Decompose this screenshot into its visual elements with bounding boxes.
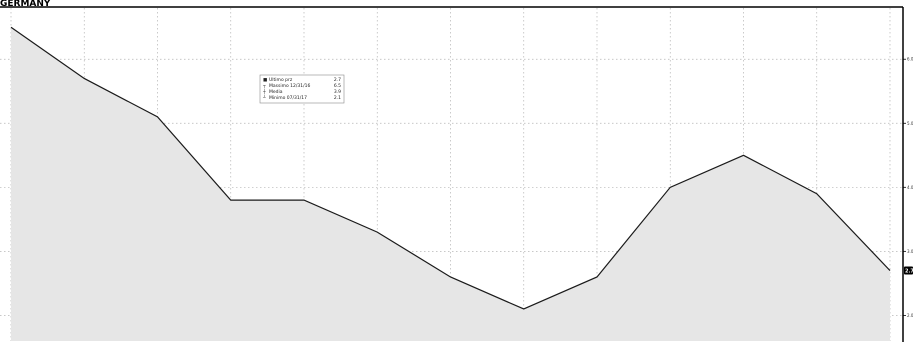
legend-box [259,74,345,104]
series-area [11,27,890,341]
last-value-label: 2.7 [905,269,913,275]
area-layer [11,27,890,341]
legend-label-0: Ultimo prz [269,77,293,83]
y-tick-label-3: 5.0 [907,121,913,126]
legend-label-1: Massimo 12/31/16 [269,83,310,89]
y-tick-label-2: 4.0 [907,185,913,190]
legend-marker-2: ┼ [262,88,266,95]
y-tick-label-0: 2.0 [907,313,913,318]
legend: ■ Ultimo prz 2.7 ┬ Massimo 12/31/16 6.5 ┼ Media… [259,74,345,104]
legend-marker-1: ┬ [262,84,266,89]
legend-marker-3: ┴ [262,94,266,101]
last-value-box [904,266,913,275]
line-layer [10,26,891,310]
frame-layer [0,6,904,342]
last-value-badge: 2.7 [904,266,913,275]
chart-header: GERMANY [0,0,51,7]
legend-marker-0: ■ [263,78,267,83]
y-tick-label-4: 6.0 [907,57,913,62]
y-tick-label-1: 3.0 [907,249,913,254]
legend-value-3: 2.1 [334,95,341,101]
legend-value-1: 6.5 [334,83,341,89]
legend-label-3: Minimo 07/31/17 [269,95,307,101]
legend-value-2: 3.9 [334,89,341,95]
y-axis: 2.0 3.0 4.0 5.0 6.0 [903,57,913,318]
legend-value-0: 2.7 [334,77,341,83]
legend-label-2: Media [269,89,283,95]
